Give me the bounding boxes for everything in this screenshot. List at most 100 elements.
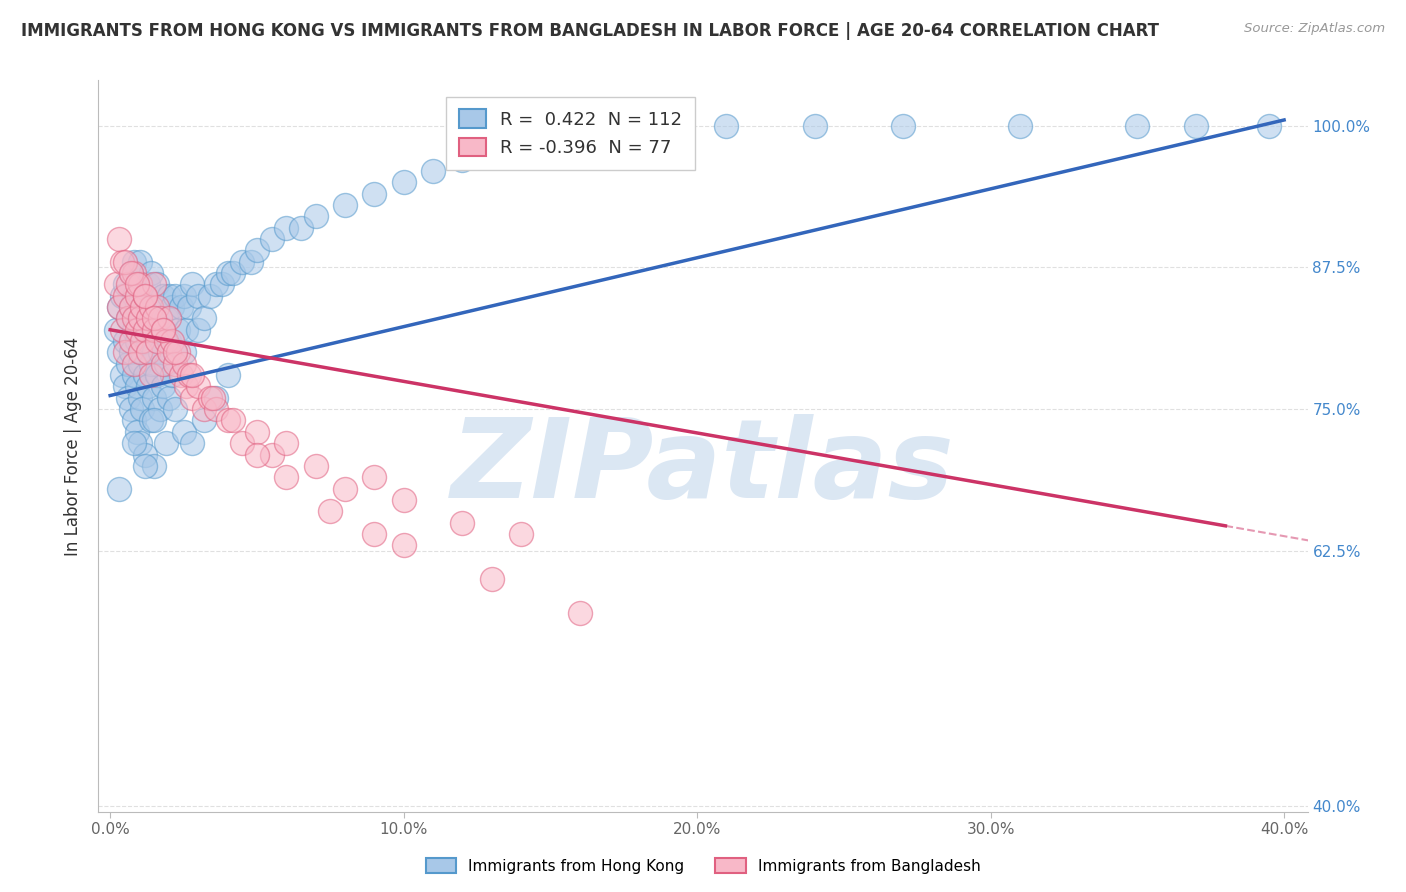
Point	[128, 311, 150, 326]
Point	[146, 368, 169, 383]
Point	[363, 186, 385, 201]
Point	[117, 357, 139, 371]
Point	[290, 220, 312, 235]
Point	[136, 334, 159, 348]
Text: ZIPatlas: ZIPatlas	[451, 415, 955, 522]
Point	[125, 277, 148, 292]
Point	[114, 345, 136, 359]
Point	[114, 277, 136, 292]
Point	[143, 391, 166, 405]
Point	[141, 413, 163, 427]
Point	[217, 413, 239, 427]
Point	[105, 277, 128, 292]
Point	[803, 119, 825, 133]
Point	[111, 289, 134, 303]
Point	[136, 379, 159, 393]
Point	[193, 402, 215, 417]
Point	[149, 311, 172, 326]
Point	[181, 391, 204, 405]
Point	[131, 300, 153, 314]
Point	[211, 277, 233, 292]
Point	[187, 289, 209, 303]
Point	[146, 277, 169, 292]
Point	[125, 425, 148, 439]
Point	[105, 323, 128, 337]
Point	[152, 289, 174, 303]
Point	[143, 458, 166, 473]
Point	[157, 311, 180, 326]
Point	[131, 402, 153, 417]
Point	[143, 277, 166, 292]
Point	[157, 345, 180, 359]
Point	[1126, 119, 1149, 133]
Point	[143, 323, 166, 337]
Text: IMMIGRANTS FROM HONG KONG VS IMMIGRANTS FROM BANGLADESH IN LABOR FORCE | AGE 20-: IMMIGRANTS FROM HONG KONG VS IMMIGRANTS …	[21, 22, 1159, 40]
Point	[160, 334, 183, 348]
Point	[166, 345, 188, 359]
Point	[128, 311, 150, 326]
Point	[120, 345, 142, 359]
Point	[422, 164, 444, 178]
Point	[152, 323, 174, 337]
Point	[120, 300, 142, 314]
Point	[134, 323, 156, 337]
Point	[193, 413, 215, 427]
Point	[363, 527, 385, 541]
Point	[125, 334, 148, 348]
Point	[181, 368, 204, 383]
Point	[108, 300, 131, 314]
Point	[122, 323, 145, 337]
Point	[304, 210, 326, 224]
Point	[163, 345, 186, 359]
Point	[155, 334, 177, 348]
Point	[160, 300, 183, 314]
Point	[122, 436, 145, 450]
Point	[333, 482, 356, 496]
Point	[176, 323, 198, 337]
Point	[231, 436, 253, 450]
Point	[108, 232, 131, 246]
Point	[152, 357, 174, 371]
Point	[143, 311, 166, 326]
Point	[217, 266, 239, 280]
Point	[173, 289, 195, 303]
Point	[114, 254, 136, 268]
Point	[128, 277, 150, 292]
Point	[716, 119, 738, 133]
Point	[120, 300, 142, 314]
Point	[198, 391, 221, 405]
Point	[146, 300, 169, 314]
Point	[120, 334, 142, 348]
Point	[120, 266, 142, 280]
Point	[117, 311, 139, 326]
Point	[141, 311, 163, 326]
Point	[141, 368, 163, 383]
Point	[117, 391, 139, 405]
Point	[152, 379, 174, 393]
Point	[222, 266, 245, 280]
Point	[176, 379, 198, 393]
Point	[276, 220, 298, 235]
Point	[143, 345, 166, 359]
Point	[204, 277, 226, 292]
Point	[1258, 119, 1281, 133]
Point	[198, 289, 221, 303]
Y-axis label: In Labor Force | Age 20-64: In Labor Force | Age 20-64	[65, 336, 83, 556]
Point	[122, 311, 145, 326]
Point	[231, 254, 253, 268]
Point	[152, 323, 174, 337]
Point	[510, 141, 533, 155]
Point	[146, 334, 169, 348]
Point	[193, 311, 215, 326]
Point	[246, 425, 269, 439]
Point	[149, 345, 172, 359]
Point	[260, 232, 283, 246]
Point	[128, 254, 150, 268]
Point	[319, 504, 342, 518]
Point	[125, 379, 148, 393]
Point	[122, 289, 145, 303]
Point	[276, 470, 298, 484]
Point	[187, 379, 209, 393]
Point	[246, 448, 269, 462]
Point	[122, 368, 145, 383]
